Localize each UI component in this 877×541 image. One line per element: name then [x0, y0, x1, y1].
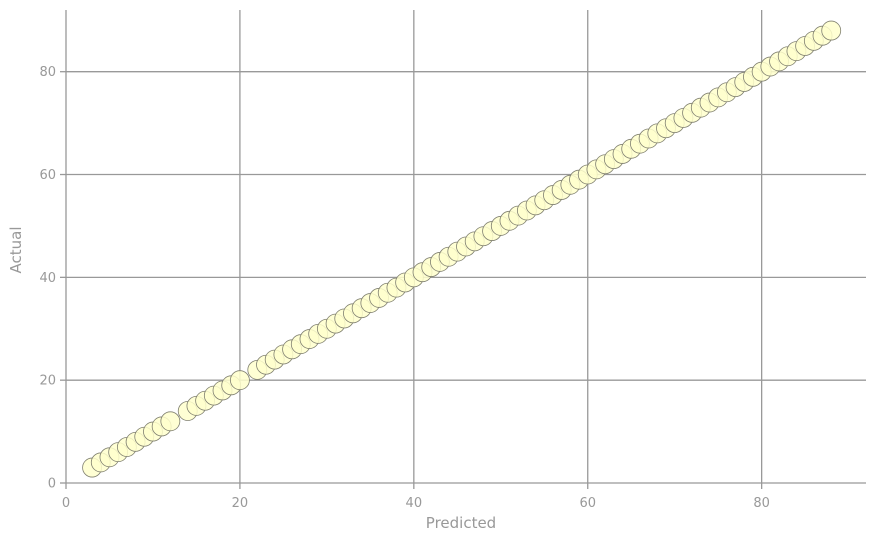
- x-tick-label: 20: [232, 496, 249, 511]
- x-axis-label: Predicted: [426, 514, 496, 532]
- y-tick-label: 20: [39, 374, 56, 389]
- y-tick-label: 80: [39, 65, 56, 80]
- x-tick-label: 80: [753, 496, 770, 511]
- x-tick-label: 40: [406, 496, 423, 511]
- x-tick-label: 60: [579, 496, 596, 511]
- y-tick-label: 40: [39, 271, 56, 286]
- y-tick-label: 0: [48, 477, 56, 492]
- data-points: [82, 20, 842, 478]
- x-tick-label: 0: [62, 496, 70, 511]
- data-point: [230, 370, 250, 391]
- y-tick-label: 60: [39, 168, 56, 183]
- grid-lines: [66, 10, 866, 483]
- data-point: [160, 411, 181, 432]
- axes: [60, 10, 866, 489]
- tick-labels: 0 20 40 60 80 0 20 40 60 80: [39, 65, 769, 511]
- data-point: [821, 20, 842, 41]
- y-axis-label: Actual: [7, 227, 25, 274]
